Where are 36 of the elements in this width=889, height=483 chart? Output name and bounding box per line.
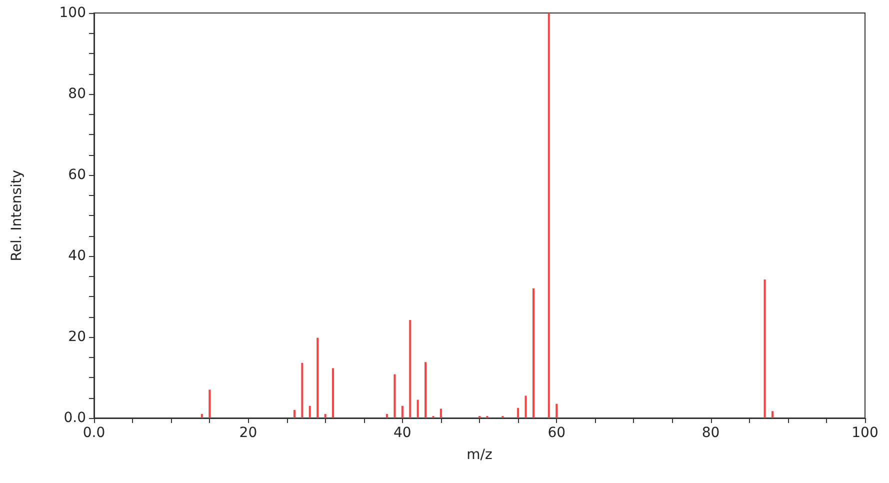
bar — [401, 406, 404, 418]
y-tick-label: 80 — [68, 86, 86, 102]
x-axis-title: m/z — [466, 447, 492, 463]
bar — [208, 390, 211, 418]
bar — [308, 406, 311, 418]
y-tick-label: 40 — [68, 248, 86, 264]
x-tick-label: 40 — [393, 425, 412, 441]
bar — [764, 279, 766, 418]
bar — [548, 13, 550, 418]
bar — [293, 410, 296, 418]
bar — [532, 288, 534, 418]
y-axis-title: Rel. Intensity — [9, 170, 25, 262]
x-tick-label: 80 — [702, 425, 720, 441]
y-tick-label: 60 — [68, 167, 86, 183]
x-tick-label: 0.0 — [82, 425, 106, 441]
y-tick-label: 100 — [59, 5, 86, 21]
bar — [416, 400, 419, 418]
bar — [301, 362, 304, 418]
bar — [332, 368, 334, 418]
bar — [440, 408, 442, 418]
x-tick-label: 100 — [852, 425, 878, 441]
x-tick-label: 20 — [239, 425, 258, 441]
bar — [409, 320, 412, 418]
x-tick-label: 60 — [548, 425, 566, 441]
bar — [424, 362, 427, 418]
y-tick-label: 20 — [68, 329, 86, 345]
bar — [517, 408, 520, 418]
bar — [200, 414, 203, 418]
bar — [771, 411, 774, 418]
bar — [324, 414, 326, 418]
bar — [394, 374, 396, 418]
bar — [386, 414, 388, 418]
bar — [524, 396, 527, 418]
bar — [556, 404, 558, 418]
bar — [316, 338, 319, 418]
y-tick-label: 0.0 — [64, 410, 86, 426]
